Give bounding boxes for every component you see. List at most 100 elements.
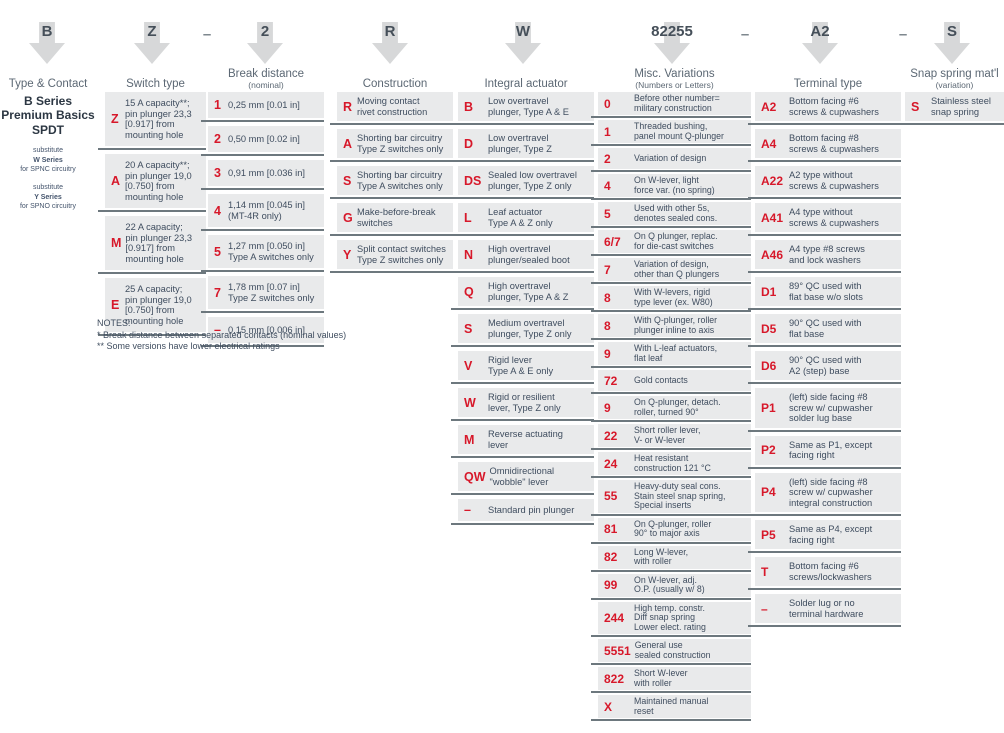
row-description: 1,27 mm [0.050 in] Type A switches only — [228, 241, 314, 262]
row-description: Low overtravel plunger, Type A & E — [488, 96, 569, 117]
column-title: Integral actuator — [484, 77, 568, 90]
code-part-construction: R — [366, 20, 414, 68]
row-description: On Q-plunger, detach. roller, turned 90° — [634, 397, 721, 417]
row-code: 1 — [604, 124, 611, 139]
code-row: 244 High temp. constr. Diff snap spring L… — [591, 601, 751, 637]
code-row: S Medium overtravel plunger, Type Z only — [451, 314, 594, 347]
code-row: 6/7 On Q plunger, replac. for die-cast sw… — [591, 230, 751, 256]
row-code: W — [464, 395, 476, 410]
code-separator: – — [183, 20, 231, 68]
row-description: With L-leaf actuators, flat leaf — [634, 343, 718, 363]
row-description: General use sealed construction — [634, 640, 711, 660]
row-code: 9 — [604, 346, 611, 361]
row-code: 81 — [604, 522, 618, 536]
row-description: A4 type #8 screws and lock washers — [789, 244, 865, 265]
code-text: A2 — [810, 23, 830, 40]
code-row: N High overtravel plunger/sealed boot — [451, 240, 594, 273]
row-description: Bottom facing #6 screws & cupwashers — [789, 96, 879, 117]
row-code: QW — [464, 469, 486, 484]
code-row: – Standard pin plunger — [451, 499, 594, 525]
row-description: Reverse actuating lever — [488, 429, 563, 450]
column-rows: B Low overtravel plunger, Type A & E D Low … — [451, 92, 594, 525]
row-description: 0,15 mm [0.006 in] — [228, 324, 305, 335]
dash-separator: – — [898, 26, 908, 43]
substitution-line: for SPNC circuitry — [20, 166, 76, 174]
column-subtitle: (Numbers or Letters) — [635, 79, 714, 90]
dash-separator: – — [740, 26, 750, 43]
code-row: A4 Bottom facing #8 screws & cupwashers — [748, 129, 901, 162]
row-description: Heat resistant construction 121 °C — [634, 453, 711, 473]
row-code: – — [214, 323, 221, 337]
code-row: 5 1,27 mm [0.050 in] Type A switches only — [201, 235, 324, 272]
row-code: 5 — [604, 206, 611, 221]
row-code: 24 — [604, 456, 618, 471]
code-text: Z — [147, 23, 157, 40]
column-subtitle: (nominal) — [248, 79, 284, 90]
footnotes-heading: NOTES: — [97, 318, 131, 328]
code-row: G Make-before-break switches — [330, 203, 453, 236]
code-text: S — [946, 23, 958, 40]
code-text: 2 — [260, 23, 270, 40]
column-snap-spring: Snap spring mat'l (variation) S Stainless… — [898, 64, 1004, 129]
code-row: B Low overtravel plunger, Type A & E — [451, 92, 594, 125]
footnote-line: * Break distance between separated conta… — [97, 329, 347, 340]
code-row: 8 With W-levers, rigid type lever (ex. W8… — [591, 286, 751, 312]
code-row: A2 Bottom facing #6 screws & cupwashers — [748, 92, 901, 125]
code-row: 7 1,78 mm [0.07 in] Type Z switches only — [201, 276, 324, 313]
row-description: Shorting bar circuitry Type Z switches o… — [357, 133, 444, 154]
row-description: Omnidirectional "wobble" lever — [489, 466, 555, 487]
code-row: 822 Short W-lever with roller — [591, 667, 751, 693]
code-row: D1 89° QC used with flat base w/o slots — [748, 277, 901, 310]
row-code: 2 — [604, 151, 611, 166]
row-description: Leaf actuator Type A & Z only — [488, 207, 553, 228]
column-rows: S Stainless steel snap spring — [898, 92, 1004, 125]
column-rows: 0 Before other number= military construct… — [591, 92, 751, 721]
row-code: Q — [464, 284, 474, 299]
row-description: Variation of design — [634, 152, 707, 163]
column-title: Construction — [362, 77, 428, 90]
code-row: 2 0,50 mm [0.02 in] — [201, 126, 324, 156]
row-code: A — [111, 174, 121, 188]
code-row: S Shorting bar circuitry Type A switches … — [330, 166, 453, 199]
row-code: 2 — [214, 132, 221, 146]
row-description: 0,25 mm [0.01 in] — [228, 99, 300, 110]
code-row: – Solder lug or no terminal hardware — [748, 594, 901, 627]
row-code: S — [343, 173, 352, 188]
row-code: 4 — [214, 203, 221, 218]
row-description: Split contact switches Type Z switches o… — [357, 244, 446, 265]
column-misc-variations: Misc. Variations (Numbers or Letters) 0 B… — [591, 64, 751, 723]
row-code: 22 — [604, 428, 618, 443]
row-description: Bottom facing #8 screws & cupwashers — [789, 133, 879, 154]
code-row: D5 90° QC used with flat base — [748, 314, 901, 347]
code-row: DS Sealed low overtravel plunger, Type Z … — [451, 166, 594, 199]
row-description: (left) side facing #8 screw w/ cupwasher… — [789, 476, 873, 508]
row-code: 1 — [214, 98, 221, 112]
row-code: Y — [343, 247, 352, 262]
row-description: Before other number= military constructi… — [634, 93, 720, 113]
column-subtitle: (variation) — [935, 79, 974, 90]
code-text: W — [515, 23, 531, 40]
code-row: 72 Gold contacts — [591, 370, 751, 394]
row-description: Short W-lever with roller — [634, 668, 688, 688]
row-code: P5 — [761, 527, 776, 542]
row-description: 89° QC used with flat base w/o slots — [789, 281, 863, 302]
row-code: 822 — [604, 671, 625, 686]
code-row: 5 Used with other 5s, denotes sealed cons… — [591, 202, 751, 228]
substitution-note: substitute Y Series for SPNO circuitry — [0, 183, 96, 211]
row-code: 0 — [604, 96, 611, 111]
row-description: Rigid or resilient lever, Type Z only — [488, 392, 561, 413]
substitution-line: substitute — [33, 184, 63, 192]
substitution-series: Y Series — [34, 193, 62, 201]
code-row: 7 Variation of design, other than Q plung… — [591, 258, 751, 284]
footnotes: NOTES: * Break distance between separate… — [97, 318, 346, 353]
code-row: 99 On W-lever, adj. O.P. (usually w/ 8) — [591, 573, 751, 600]
row-description: Shorting bar circuitry Type A switches o… — [357, 170, 443, 191]
code-row: S Stainless steel snap spring — [898, 92, 1004, 125]
substitution-line: for SPNO circuitry — [19, 203, 76, 211]
code-separator: – — [721, 20, 769, 68]
row-description: Maintained manual reset — [634, 696, 709, 716]
row-description: On W-lever, adj. O.P. (usually w/ 8) — [634, 574, 705, 594]
code-row: –0,15 mm [0.006 in] — [201, 317, 324, 347]
code-row: QW Omnidirectional "wobble" lever — [451, 462, 594, 495]
column-construction: Construction R Moving contact rivet const… — [330, 64, 453, 277]
